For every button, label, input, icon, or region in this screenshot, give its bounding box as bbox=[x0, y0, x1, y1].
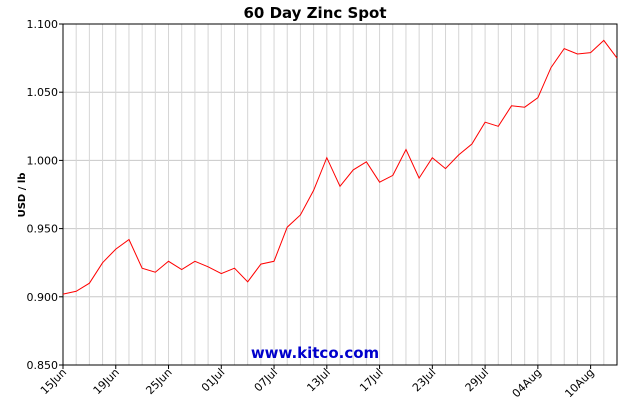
x-tick-label: 19Jun bbox=[91, 366, 122, 397]
y-axis-label: USD / lb bbox=[17, 173, 28, 218]
x-tick-label: 04Aug bbox=[510, 366, 544, 400]
y-tick-label: 0.850 bbox=[27, 359, 59, 372]
x-axis-ticks: 15Jun 19Jun 25Jun 01Jul 07Jul 13Jul 17Jul 23Jul… bbox=[38, 365, 597, 400]
kitco-watermark: www.kitco.com bbox=[251, 344, 379, 362]
y-tick-label: 0.900 bbox=[27, 291, 59, 304]
x-tick-label: 07Jul bbox=[252, 366, 280, 394]
grid-layer bbox=[63, 23, 617, 366]
zinc-price-line bbox=[62, 39, 618, 295]
plot-area-frame bbox=[62, 23, 618, 366]
x-tick-label: 10Aug bbox=[562, 366, 596, 400]
x-tick-label: 23Jul bbox=[410, 366, 438, 394]
y-tick-label: 0.950 bbox=[27, 223, 59, 236]
y-tick-label: 1.100 bbox=[27, 18, 59, 31]
y-tick-label: 1.050 bbox=[27, 86, 59, 99]
x-tick-label: 17Jul bbox=[357, 366, 385, 394]
chart-title: 60 Day Zinc Spot bbox=[243, 4, 386, 22]
x-tick-label: 25Jun bbox=[143, 366, 174, 397]
y-axis-ticks: 1.100 1.050 1.000 0.950 0.900 0.850 bbox=[27, 18, 63, 372]
x-tick-label: 01Jul bbox=[199, 366, 227, 394]
y-tick-label: 1.000 bbox=[27, 154, 59, 167]
x-tick-label: 13Jul bbox=[304, 366, 332, 394]
x-tick-label: 29Jul bbox=[463, 366, 491, 394]
